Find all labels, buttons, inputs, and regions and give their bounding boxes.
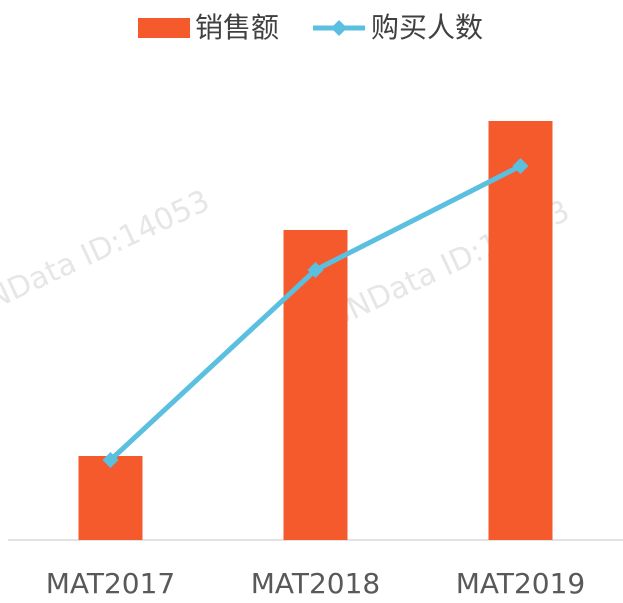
legend-label: 购买人数	[371, 11, 483, 44]
line-marker	[512, 158, 529, 174]
x-tick-label: MAT2019	[456, 567, 586, 600]
bar	[488, 121, 553, 540]
x-tick-label: MAT2018	[251, 567, 381, 600]
line-marker	[307, 262, 324, 278]
line-marker	[331, 20, 348, 36]
legend-label: 销售额	[195, 11, 279, 44]
bar	[78, 456, 143, 540]
bar	[283, 230, 348, 540]
legend-swatch	[138, 18, 190, 38]
watermark: CBNData ID:14053	[0, 184, 215, 335]
line-marker	[102, 452, 119, 468]
x-tick-label: MAT2017	[46, 567, 176, 600]
